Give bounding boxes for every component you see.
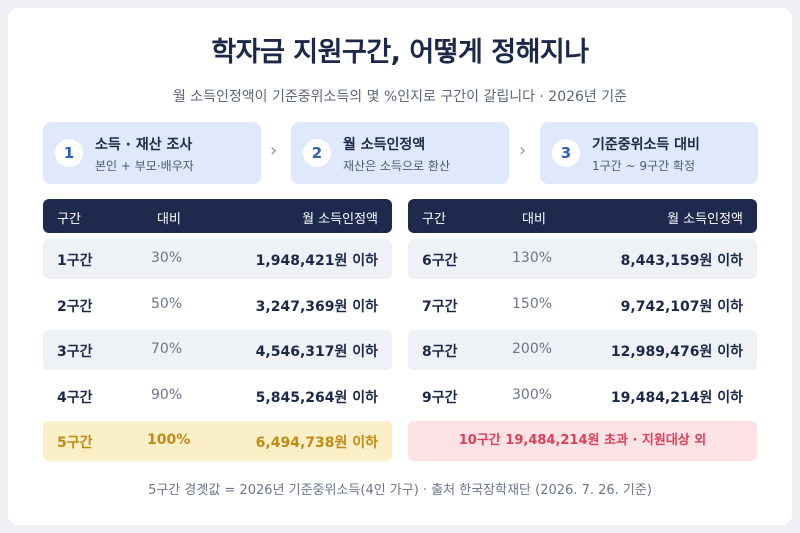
row-amount: 12,989,476원 이하 — [610, 344, 743, 360]
row-section: 7구간 — [422, 299, 458, 315]
step-card-3: 3 기준중위소득 대비 1구간 ~ 9구간 확정 — [540, 122, 758, 184]
step-card-2: 2 월 소득인정액 재산은 소득으로 환산 — [291, 122, 509, 184]
row-amount: 1,948,421원 이하 — [255, 253, 378, 269]
row-section: 8구간 — [422, 344, 458, 360]
row-ratio: 200% — [512, 341, 553, 357]
row-section: 5구간 — [57, 435, 93, 451]
step-card-1: 1 소득 · 재산 조사 본인 + 부모·배우자 — [43, 122, 261, 184]
table-row: 8구간 200% 12,989,476원 이하 — [408, 330, 757, 370]
row-amount: 6,494,738원 이하 — [255, 435, 378, 451]
step-title: 기준중위소득 대비 — [592, 137, 700, 153]
row-ratio: 50% — [151, 296, 183, 312]
row-section: 6구간 — [422, 253, 458, 269]
chevron-right-icon: › — [519, 140, 527, 161]
row-section: 2구간 — [57, 299, 93, 315]
row-section: 4구간 — [57, 390, 93, 406]
step-number: 2 — [303, 139, 331, 167]
row-section: 3구간 — [57, 344, 93, 360]
row-ratio: 150% — [512, 296, 553, 312]
table-row: 1구간 30% 1,948,421원 이하 — [43, 239, 392, 279]
header-section: 구간 — [57, 212, 81, 227]
page-title: 학자금 지원구간, 어떻게 정해지나 — [211, 37, 589, 68]
row-section: 1구간 — [57, 253, 93, 269]
row-amount: 4,546,317원 이하 — [255, 344, 378, 360]
header-amount: 월 소득인정액 — [667, 212, 743, 227]
step-number: 3 — [552, 139, 580, 167]
header-amount: 월 소득인정액 — [302, 212, 378, 227]
table-row: 3구간 70% 4,546,317원 이하 — [43, 330, 392, 370]
row-section: 9구간 — [422, 390, 458, 406]
row-ratio: 300% — [512, 387, 553, 403]
row-ratio: 30% — [151, 250, 183, 266]
header-ratio: 대비 — [157, 212, 181, 227]
step-subtitle: 본인 + 부모·배우자 — [95, 159, 194, 173]
table-header-right: 구간 대비 월 소득인정액 — [408, 199, 757, 233]
header-ratio: 대비 — [522, 212, 546, 227]
step-title: 월 소득인정액 — [343, 137, 426, 153]
footer-source-note: 5구간 경곗값 = 2026년 기준중위소득(4인 가구) · 출처 한국장학재… — [148, 483, 652, 498]
header-section: 구간 — [422, 212, 446, 227]
step-subtitle: 1구간 ~ 9구간 확정 — [592, 159, 696, 173]
row-ratio: 130% — [512, 250, 553, 266]
step-subtitle: 재산은 소득으로 환산 — [343, 159, 450, 173]
table-row: 6구간 130% 8,443,159원 이하 — [408, 239, 757, 279]
table-row: 7구간 150% 9,742,107원 이하 — [408, 285, 757, 325]
table-header-left: 구간 대비 월 소득인정액 — [43, 199, 392, 233]
exclusion-note: 10구간 19,484,214원 초과 · 지원대상 외 — [408, 421, 757, 461]
row-ratio: 70% — [151, 341, 183, 357]
table-row: 4구간 90% 5,845,264원 이하 — [43, 376, 392, 416]
row-amount: 8,443,159원 이하 — [620, 253, 743, 269]
row-ratio: 100% — [147, 432, 191, 448]
table-row-highlight: 5구간 100% 6,494,738원 이하 — [43, 421, 392, 461]
row-amount: 19,484,214원 이하 — [610, 390, 743, 406]
step-title: 소득 · 재산 조사 — [95, 137, 193, 153]
row-amount: 3,247,369원 이하 — [255, 299, 378, 315]
page-subtitle: 월 소득인정액이 기준중위소득의 몇 %인지로 구간이 갈립니다 · 2026년… — [172, 89, 628, 105]
row-amount: 9,742,107원 이하 — [620, 299, 743, 315]
table-row: 2구간 50% 3,247,369원 이하 — [43, 285, 392, 325]
row-ratio: 90% — [151, 387, 183, 403]
row-amount: 5,845,264원 이하 — [255, 390, 378, 406]
step-number: 1 — [55, 139, 83, 167]
chevron-right-icon: › — [270, 140, 278, 161]
table-row: 9구간 300% 19,484,214원 이하 — [408, 376, 757, 416]
